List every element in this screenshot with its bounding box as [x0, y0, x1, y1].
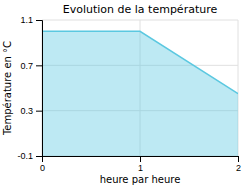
tick-label: 0.7: [20, 61, 33, 71]
tick: 0.7: [20, 61, 42, 71]
title: Evolution de la température: [63, 3, 218, 16]
y-axis: -0.1 0.3 0.7 1.1: [17, 15, 42, 161]
tick: 0.3: [20, 106, 42, 116]
tick-label: 0.3: [20, 106, 33, 116]
line: [42, 31, 238, 93]
x-axis: 0 1 2: [40, 156, 241, 173]
marks: [42, 31, 238, 156]
tick-label: 2: [236, 163, 241, 173]
tick-mark: [36, 20, 42, 21]
tick: 1: [138, 156, 143, 173]
area: [42, 31, 238, 156]
tick-mark: [140, 156, 141, 162]
axis-line: [43, 157, 239, 163]
axis-line: [36, 21, 43, 157]
y-axis-title: Température en °C: [2, 41, 13, 136]
tick: 0: [40, 156, 45, 173]
tick-label: 1: [138, 163, 143, 173]
tick-mark: [36, 65, 42, 66]
tick: 1.1: [20, 15, 42, 25]
tick-label: 1.1: [20, 15, 33, 25]
plot: 0 1 2 -0.1 0.3 0.7 1.1: [17, 15, 241, 173]
tick-mark: [36, 111, 42, 112]
tick: -0.1: [17, 151, 42, 161]
tick-mark: [238, 156, 239, 162]
x-axis-title: heure par heure: [100, 174, 181, 185]
tick-label: -0.1: [17, 151, 33, 161]
chart: 0 1 2 -0.1 0.3 0.7 1.1 Evolution de la températ…: [0, 0, 250, 188]
tick-mark: [36, 156, 42, 157]
tick-label: 0: [40, 163, 45, 173]
grid: [42, 20, 238, 156]
tick: 2: [236, 156, 241, 173]
